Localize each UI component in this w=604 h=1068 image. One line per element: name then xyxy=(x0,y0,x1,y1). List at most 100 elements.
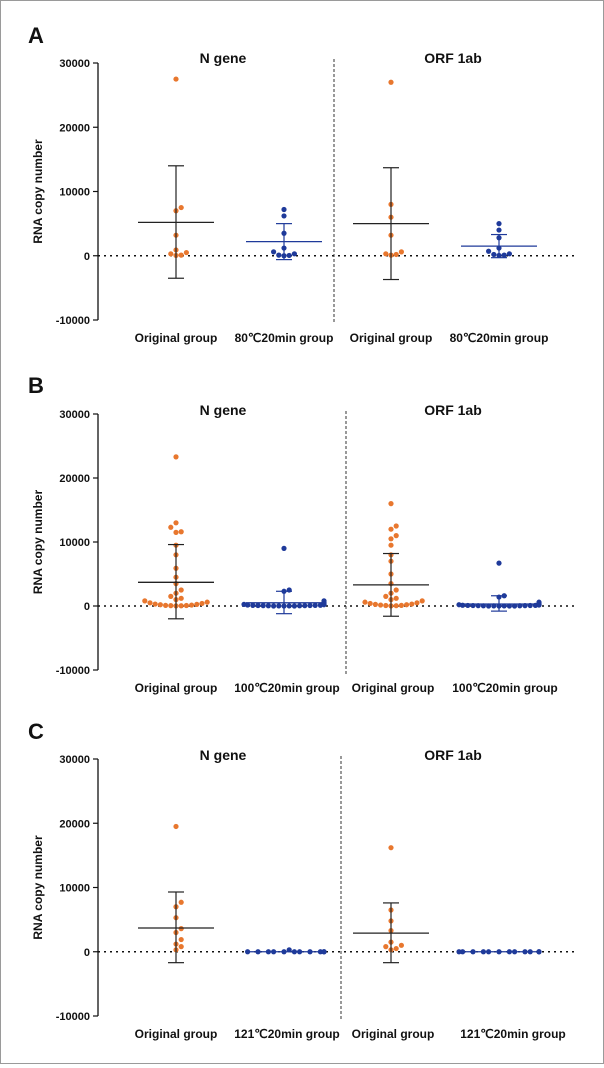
panel-b-original-orf1ab-point xyxy=(388,542,394,548)
panel-b-ytick-label: 30000 xyxy=(59,409,90,421)
panel-a-original-orf1ab-label: Original group xyxy=(350,331,433,345)
panel-a-ytick-label: 30000 xyxy=(59,58,90,70)
panel-c-ytick-label: 30000 xyxy=(59,754,90,766)
panel-b-original-ngene-point xyxy=(178,587,184,593)
panel-a-heated-ngene-point xyxy=(286,252,292,259)
panel-b-original-ngene-point xyxy=(189,602,195,608)
panel-b-heated-ngene-label: 100℃20min group xyxy=(234,681,340,695)
panel-c-original-orf1ab-point xyxy=(388,845,394,851)
panel-b-heated-ngene-point xyxy=(260,603,266,609)
panel-b-original-orf1ab-point xyxy=(388,536,394,542)
panel-a-original-ngene-point xyxy=(183,249,189,256)
panel-a-original-ngene-point xyxy=(178,204,184,211)
panel-b-original-ngene-point xyxy=(168,603,174,609)
panel-c-original-orf1ab-point xyxy=(393,945,399,952)
panel-a-heated-ngene-label: 80℃20min group xyxy=(235,331,334,345)
panel-c-original-ngene-point xyxy=(178,944,184,950)
panel-b-heated-ngene-point xyxy=(291,603,297,609)
panel-b-section-title: ORF 1ab xyxy=(424,402,482,418)
panel-c-heated-ngene-point xyxy=(321,949,327,955)
panel-b-heated-ngene-point xyxy=(276,603,282,609)
panel-b-heated-orf1ab-label: 100℃20min group xyxy=(452,681,558,695)
panel-b-original-orf1ab-point xyxy=(414,600,420,606)
panel-b-original-orf1ab-point xyxy=(388,526,394,532)
panel-b-section-title: N gene xyxy=(200,402,247,418)
panel-b-original-orf1ab-point xyxy=(393,587,399,593)
panel-b-original-ngene-point xyxy=(173,529,179,536)
panel-a-heated-ngene-point xyxy=(281,213,287,219)
panel-b-heated-ngene-point xyxy=(271,603,277,609)
panel-a-heated-orf1ab-point xyxy=(501,252,507,258)
panel-b-original-ngene-point xyxy=(163,602,169,608)
panel-a-heated-orf1ab-point xyxy=(496,227,502,233)
panel-b-original-ngene-point xyxy=(142,598,148,604)
panel-b-original-orf1ab-point xyxy=(419,598,425,604)
panel-c-section-title: ORF 1ab xyxy=(424,747,482,763)
panel-a-heated-orf1ab-point xyxy=(506,251,512,257)
panel-b-original-ngene-point xyxy=(204,599,210,605)
panel-b-original-orf1ab-point xyxy=(383,593,389,600)
panel-a-letter: A xyxy=(28,23,44,48)
panel-b-original-orf1ab-point xyxy=(388,501,394,507)
panel-b-original-ngene-point xyxy=(173,454,179,460)
panel-a-heated-orf1ab-point xyxy=(496,221,502,227)
panel-a-heated-ngene-point xyxy=(291,251,297,257)
panel-c-ytick-label: 10000 xyxy=(59,883,90,895)
panel-b-heated-orf1ab-point xyxy=(536,599,542,605)
panel-c-ytick-label: -10000 xyxy=(56,1011,90,1023)
panel-b-heated-ngene-point xyxy=(286,603,292,609)
panel-b-original-ngene-point xyxy=(147,600,153,606)
panel-c-heated-orf1ab-point xyxy=(536,949,542,955)
panel-c-ylabel: RNA copy number xyxy=(31,835,45,940)
panel-b-ylabel: RNA copy number xyxy=(31,490,45,595)
panel-b-original-ngene-point xyxy=(173,520,179,526)
panel-b-heated-ngene-point xyxy=(302,603,308,609)
panel-c-section-title: N gene xyxy=(200,747,247,763)
panel-a-ytick-label: 20000 xyxy=(59,122,90,134)
panel-b-original-ngene-point xyxy=(168,593,174,600)
panel-b-original-ngene-point xyxy=(194,601,200,608)
panel-a-original-ngene-point xyxy=(173,76,179,82)
panel-b-original-ngene-point xyxy=(178,603,184,609)
panel-b-original-ngene-point xyxy=(168,524,174,530)
panel-b-heated-ngene-point xyxy=(281,545,287,552)
panel-b-heated-ngene-point xyxy=(307,602,313,609)
panel-a-section-title: ORF 1ab xyxy=(424,50,482,66)
panel-a-original-orf1ab-point xyxy=(388,79,394,85)
panel-a-original-orf1ab-point xyxy=(393,251,399,258)
panel-a-original-ngene-label: Original group xyxy=(135,331,218,345)
panel-c-original-orf1ab-point xyxy=(398,942,404,948)
panel-b-original-orf1ab-point xyxy=(404,602,410,608)
panel-b-original-orf1ab-point xyxy=(362,599,368,605)
panel-b-ytick-label: -10000 xyxy=(56,665,90,677)
panel-b-original-orf1ab-point xyxy=(393,533,399,539)
panel-b-heated-ngene-point xyxy=(312,602,318,609)
panel-b-original-orf1ab-label: Original group xyxy=(352,681,435,695)
panel-b-original-ngene-label: Original group xyxy=(135,681,218,695)
panel-b-ytick-label: 0 xyxy=(84,601,90,613)
panel-b-original-orf1ab-point xyxy=(409,601,415,607)
panel-b-original-orf1ab-point xyxy=(378,602,384,608)
panel-b-original-orf1ab-point xyxy=(367,600,373,607)
panel-b-heated-ngene-point xyxy=(297,603,303,609)
panel-a-original-ngene-point xyxy=(178,252,184,258)
panel-a-heated-orf1ab-point xyxy=(491,251,497,258)
panel-c-heated-orf1ab-label: 121℃20min group xyxy=(460,1027,566,1041)
panel-b-original-ngene-point xyxy=(157,602,163,608)
panel-a-original-ngene-point xyxy=(168,251,174,257)
panel-b-original-ngene-point xyxy=(183,602,189,609)
panel-b-original-ngene-point xyxy=(152,601,158,607)
panel-a-heated-orf1ab-label: 80℃20min group xyxy=(450,331,549,345)
panel-a-heated-ngene-point xyxy=(276,252,282,258)
panel-b-original-orf1ab-point xyxy=(383,602,389,609)
panel-b-ytick-label: 20000 xyxy=(59,473,90,485)
panel-b-original-orf1ab-point xyxy=(398,602,404,608)
panel-c-original-orf1ab-point xyxy=(383,944,389,950)
panel-b-heated-ngene-point xyxy=(321,598,327,604)
panel-b-original-ngene-point xyxy=(178,595,184,601)
panel-a-ytick-label: -10000 xyxy=(56,315,90,327)
panel-a-ylabel: RNA copy number xyxy=(31,139,45,244)
panel-b-original-orf1ab-point xyxy=(393,523,399,529)
panel-a-ytick-label: 0 xyxy=(84,251,90,263)
